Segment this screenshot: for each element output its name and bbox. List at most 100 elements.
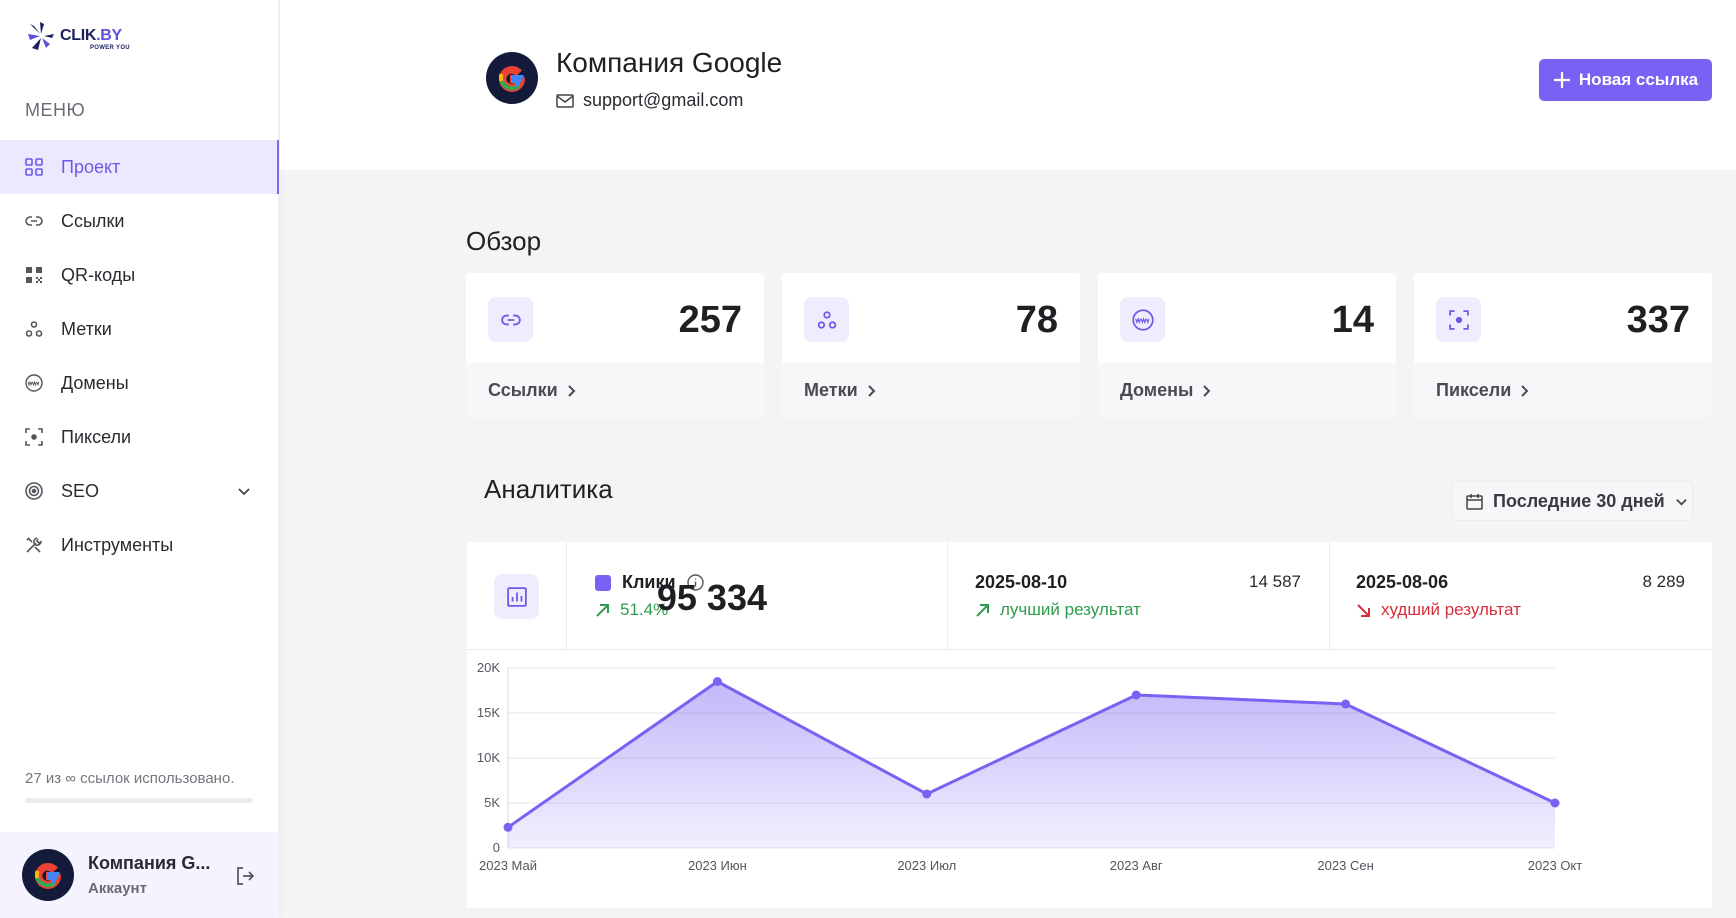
best-value: 14 587 — [1249, 572, 1301, 591]
card-link-pixels[interactable]: Пиксели — [1414, 363, 1712, 418]
y-tick-label: 10K — [477, 750, 500, 765]
sidebar: CLIK.BY POWER YOU МЕНЮ Проект Ссылки QR-… — [0, 0, 279, 918]
sidebar-item-tags[interactable]: Метки — [0, 302, 279, 356]
best-result-label: лучший результат — [1000, 600, 1141, 619]
arrow-down-right-icon — [1357, 603, 1370, 617]
usage-text: 27 из ∞ ссылок использовано. — [25, 770, 235, 787]
clicks-growth-value: 51.4% — [620, 600, 669, 619]
x-tick-label: 2023 Окт — [1528, 858, 1582, 873]
analytics-stats: Клики 51.4% 95 334 2025-08-10 14 587 луч… — [467, 542, 1712, 650]
link-icon — [488, 297, 533, 342]
analytics-title: Аналитика — [484, 474, 613, 504]
divider — [947, 542, 948, 650]
sidebar-item-label: Метки — [61, 318, 112, 339]
brand-name: CLIK.BY — [60, 27, 122, 44]
divider — [1329, 542, 1330, 650]
x-tick-label: 2023 Июл — [897, 858, 956, 873]
company-name: Компания Google — [556, 47, 783, 78]
worst-result-label: худший результат — [1381, 600, 1521, 619]
sidebar-item-label: Проект — [61, 156, 121, 177]
data-point — [712, 677, 722, 686]
clicks-label-text: Клики — [622, 572, 676, 592]
sidebar-item-project[interactable]: Проект — [0, 140, 279, 194]
worst-date: 2025-08-06 — [1356, 572, 1449, 592]
card-value: 337 — [1626, 299, 1690, 341]
sidebar-item-pixels[interactable]: Пиксели — [0, 410, 279, 464]
card-link-domains[interactable]: Домены — [1098, 363, 1396, 418]
new-link-button[interactable]: Новая ссылка — [1539, 59, 1712, 101]
sidebar-item-label: SEO — [61, 480, 100, 501]
card-label: Метки — [804, 380, 858, 400]
sidebar-item-label: Инструменты — [61, 534, 174, 555]
arrow-up-right-icon — [976, 603, 989, 617]
sidebar-item-links[interactable]: Ссылки — [0, 194, 279, 248]
chevron-down-icon[interactable] — [237, 482, 251, 503]
account-name: Компания G... — [88, 853, 211, 873]
best-date: 2025-08-10 — [975, 572, 1068, 592]
usage-progress-bar — [25, 798, 253, 803]
target-icon — [25, 482, 43, 500]
clicks-area-chart: 0 5K 10K 15K 20K 2023 Май 2023 Июн 2023 Июл 2023… — [477, 660, 1582, 873]
worst-result: худший результат — [1356, 600, 1521, 620]
account-panel[interactable]: Компания G... Аккаунт — [0, 832, 279, 918]
www-icon — [1120, 297, 1165, 342]
pixel-icon — [1436, 297, 1481, 342]
sidebar-item-seo[interactable]: SEO — [0, 464, 279, 518]
date-range-label: Последние 30 дней — [1493, 490, 1665, 511]
arrow-up-right-icon — [596, 603, 609, 617]
brand-tagline: POWER YOU — [90, 45, 130, 51]
y-tick-label: 20K — [477, 660, 500, 675]
chevron-right-icon — [1203, 384, 1211, 397]
series-swatch — [595, 574, 611, 591]
link-icon — [25, 212, 43, 230]
info-icon[interactable] — [686, 574, 704, 591]
date-range-select[interactable]: Последние 30 дней — [1452, 481, 1693, 521]
sidebar-item-domains[interactable]: Домены — [0, 356, 279, 410]
mail-icon — [556, 93, 574, 108]
overview-card-pixels: 337 Пиксели — [1414, 273, 1712, 418]
company-avatar — [486, 52, 538, 104]
brand-logo[interactable]: CLIK.BY POWER YOU — [26, 20, 130, 54]
card-label: Пиксели — [1436, 380, 1512, 400]
data-point — [922, 789, 932, 799]
card-value: 78 — [1015, 299, 1058, 341]
analytics-panel: Клики 51.4% 95 334 2025-08-10 14 587 луч… — [467, 542, 1712, 908]
y-tick-label: 15K — [477, 705, 500, 720]
tags-icon — [25, 320, 43, 338]
card-link-tags[interactable]: Метки — [782, 363, 1080, 418]
bar-chart-icon — [494, 574, 539, 619]
tools-icon — [25, 536, 43, 554]
sidebar-item-label: Домены — [61, 372, 129, 393]
card-label: Домены — [1120, 380, 1194, 400]
sidebar-item-label: QR-коды — [61, 264, 136, 285]
sidebar-item-tools[interactable]: Инструменты — [0, 518, 279, 572]
card-value: 14 — [1331, 299, 1374, 341]
sidebar-item-qr[interactable]: QR-коды — [0, 248, 279, 302]
overview-card-tags: 78 Метки — [782, 273, 1080, 418]
qr-icon — [25, 266, 43, 284]
clicks-growth: 51.4% — [595, 600, 668, 620]
x-tick-label: 2023 Июн — [688, 858, 747, 873]
new-link-label: Новая ссылка — [1578, 70, 1699, 89]
data-point — [1341, 699, 1351, 709]
y-tick-label: 0 — [493, 840, 500, 855]
divider — [566, 542, 567, 650]
card-link-links[interactable]: Ссылки — [466, 363, 764, 418]
logout-icon[interactable] — [235, 866, 255, 891]
company-email-text: support@gmail.com — [583, 90, 744, 110]
clicks-legend: Клики — [595, 572, 704, 593]
chevron-right-icon — [867, 384, 876, 397]
card-value: 257 — [678, 299, 742, 341]
grid-icon — [25, 158, 43, 176]
x-tick-label: 2023 Сен — [1317, 858, 1373, 873]
y-tick-label: 5K — [484, 795, 500, 810]
overview-card-links: 257 Ссылки — [466, 273, 764, 418]
data-point — [1131, 690, 1141, 700]
calendar-icon — [1466, 493, 1483, 510]
logo-mark-icon — [28, 22, 54, 50]
data-point — [503, 822, 513, 832]
sidebar-item-label: Ссылки — [61, 210, 125, 231]
data-point — [1550, 798, 1560, 808]
www-icon — [25, 374, 43, 392]
overview-card-domains: 14 Домены — [1098, 273, 1396, 418]
